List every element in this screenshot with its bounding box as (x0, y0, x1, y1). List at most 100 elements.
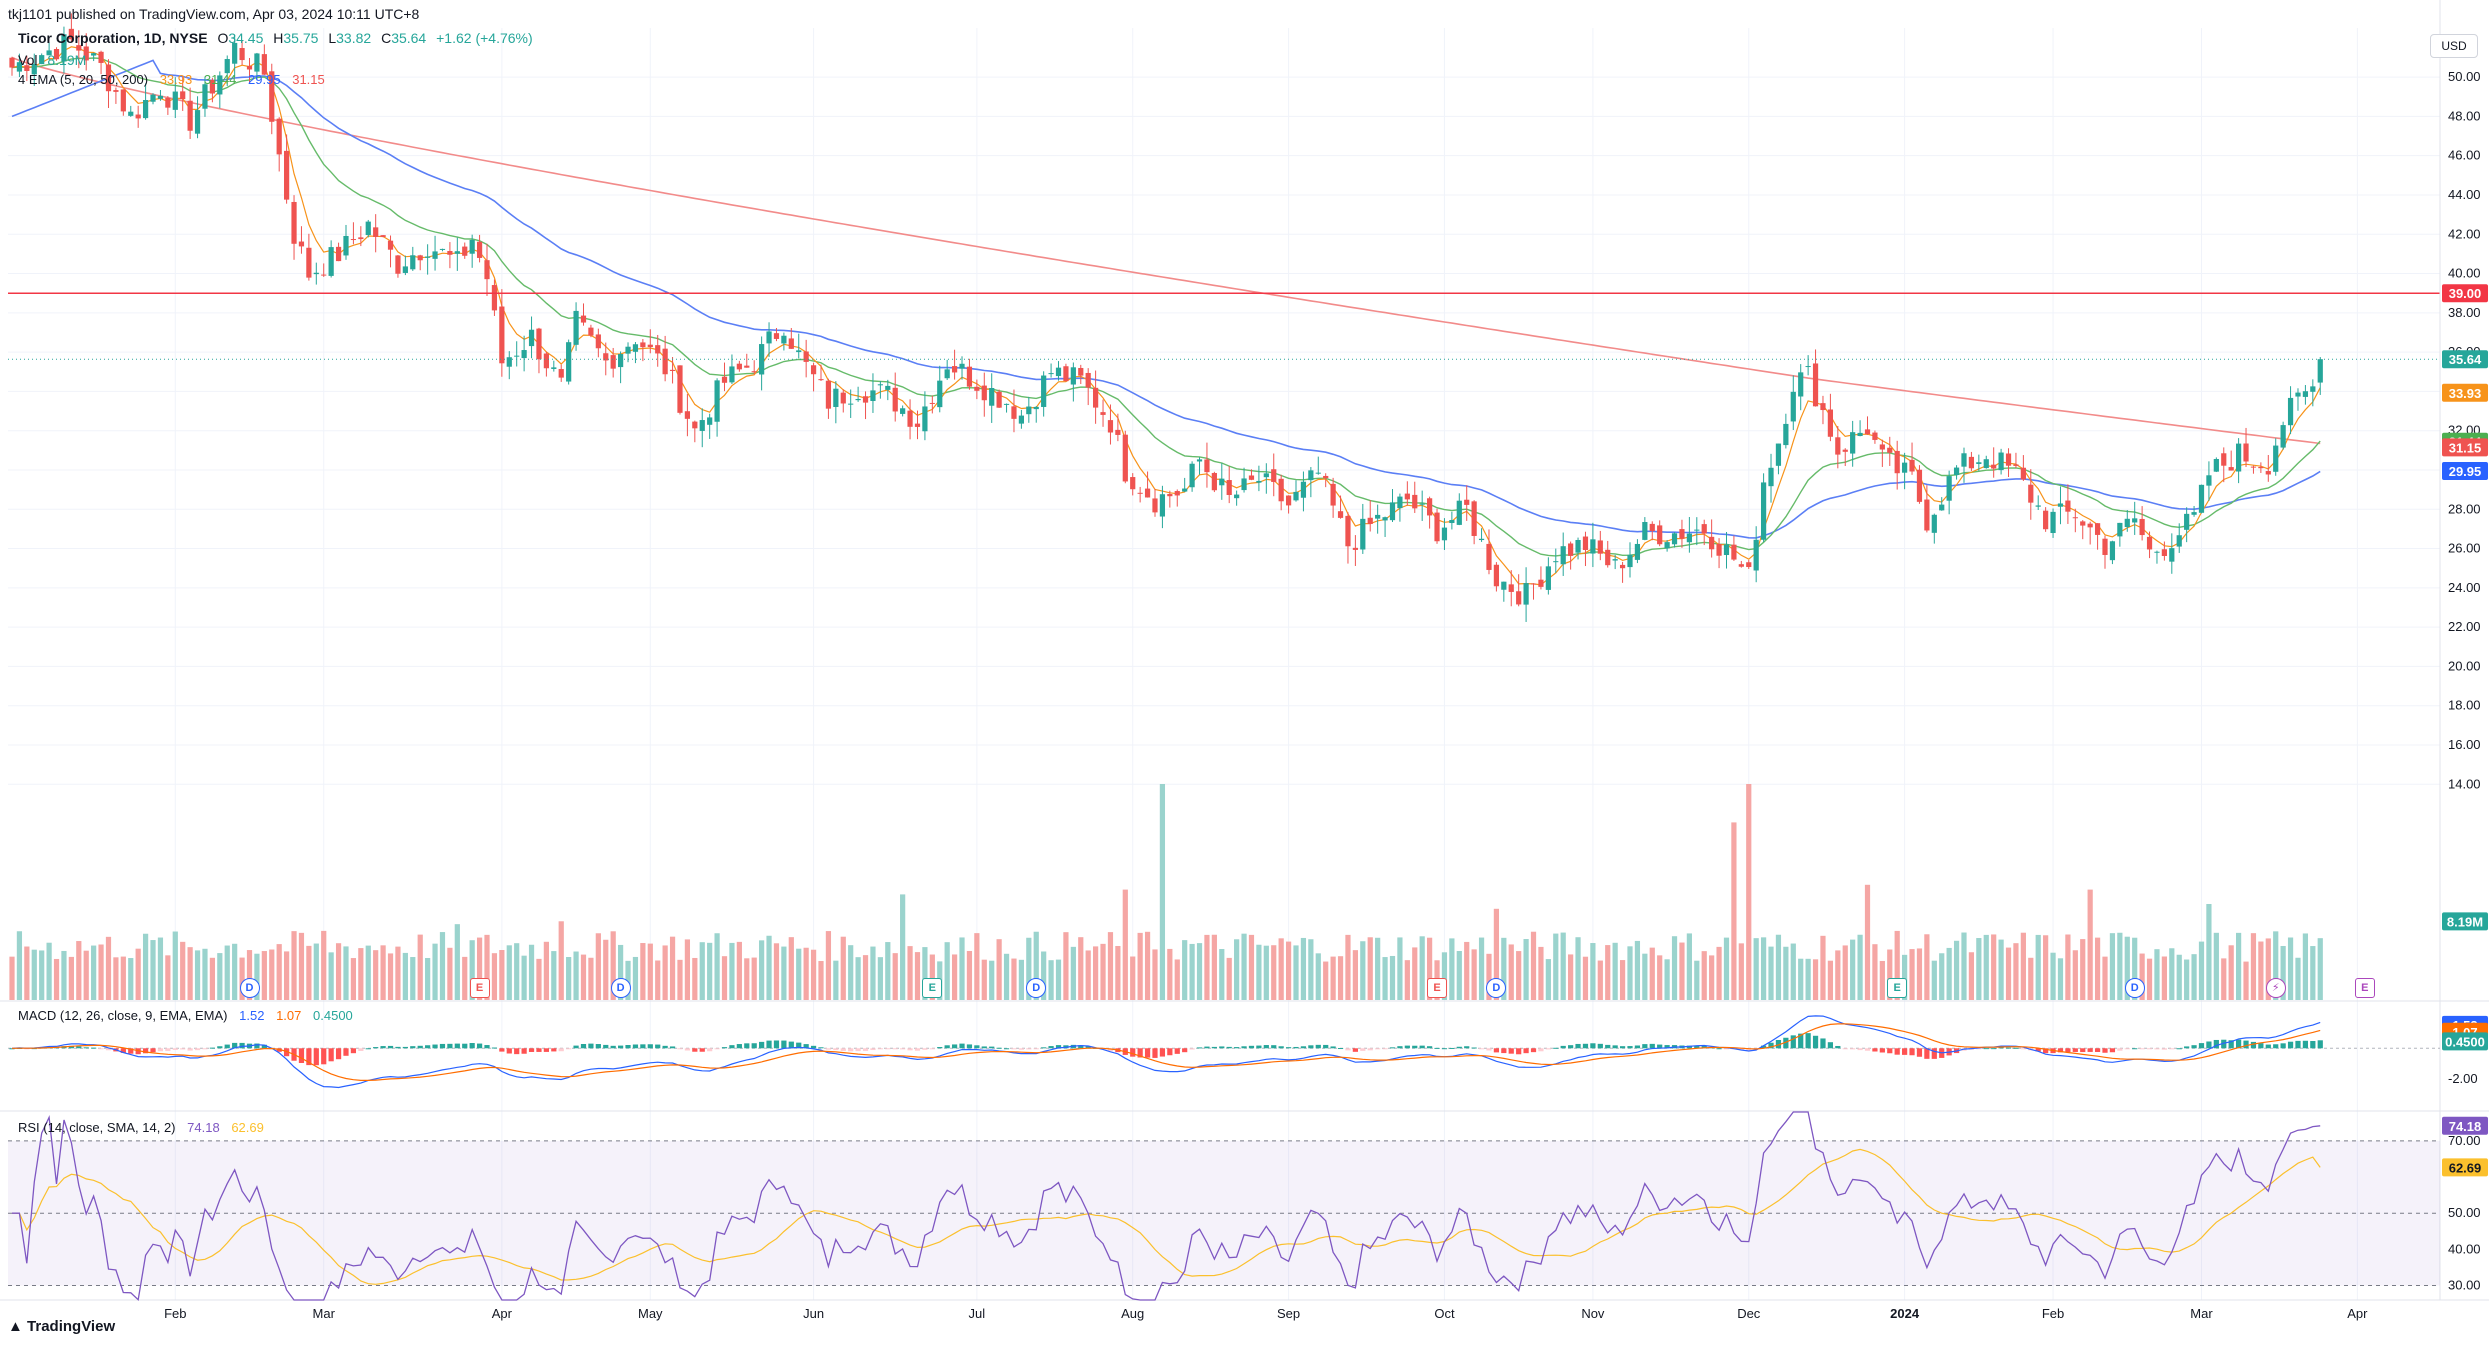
earnings-upcoming-icon[interactable]: E (2354, 978, 2375, 998)
symbol-legend[interactable]: Ticor Corporation, 1D, NYSE O34.45 H35.7… (18, 30, 539, 46)
macd-histogram-bar (284, 1048, 290, 1057)
candle (1226, 466, 1232, 504)
macd-histogram-bar (1701, 1046, 1707, 1049)
earnings-icon[interactable]: E (922, 978, 943, 998)
macd-histogram-bar (1219, 1046, 1225, 1049)
candle (1976, 454, 1982, 471)
macd-histogram-bar (1545, 1048, 1551, 1050)
candle (974, 379, 980, 400)
candle (655, 334, 661, 367)
price-axis[interactable]: 50.0048.0046.0044.0042.0040.0038.0036.00… (2448, 69, 2481, 1292)
candle (142, 83, 149, 120)
macd-histogram-bar (1560, 1045, 1566, 1049)
volume-bar (707, 942, 713, 1000)
volume-bar (1323, 961, 1329, 1000)
volume-bar (2287, 937, 2294, 1000)
macd-histogram-bar (1523, 1048, 1529, 1054)
macd-axis-label: -2.00 (2448, 1071, 2478, 1086)
dividend-icon[interactable]: D (1486, 978, 1507, 998)
candle (1315, 456, 1321, 475)
earnings-icon[interactable]: E (1427, 978, 1448, 998)
volume-bar (1055, 959, 1062, 1000)
macd-histogram-bar (157, 1048, 164, 1052)
volume-bar (425, 957, 431, 1000)
candle (617, 351, 624, 384)
candle (2117, 522, 2123, 547)
dividend-icon[interactable]: D (610, 978, 631, 998)
candlesticks[interactable] (9, 13, 2323, 622)
macd-histogram-bar (2206, 1041, 2212, 1049)
candle (1902, 452, 1908, 490)
candle (1159, 485, 1166, 529)
candle (1426, 496, 1433, 529)
svg-text:33.93: 33.93 (2449, 386, 2482, 401)
macd-histogram-bar (2065, 1048, 2071, 1053)
candle (595, 328, 601, 358)
volume-bar (788, 937, 794, 1000)
volume-bar (202, 948, 208, 1000)
candle (157, 90, 164, 101)
volume-bar (1686, 933, 1692, 1000)
candle (1664, 540, 1670, 552)
macd-histogram-bar (261, 1044, 267, 1049)
volume-bar (135, 948, 141, 1000)
candle (818, 364, 824, 381)
candle (2028, 469, 2034, 520)
split-icon[interactable]: ⚡ (2265, 978, 2286, 998)
volume-bar (848, 945, 854, 1000)
volume-value: 8.19M (47, 52, 87, 68)
rsi-legend[interactable]: RSI (14, close, SMA, 14, 2) 74.18 62.69 (18, 1120, 272, 1135)
macd-histogram-bar (2169, 1048, 2175, 1050)
macd-legend[interactable]: MACD (12, 26, close, 9, EMA, EMA) 1.52 1… (18, 1008, 361, 1023)
candle (781, 332, 787, 351)
macd-histogram-bar (759, 1041, 765, 1049)
volume-bar (321, 930, 327, 1000)
candle (1657, 520, 1663, 547)
volume-bar (1137, 932, 1143, 1000)
dividend-icon[interactable]: D (2124, 978, 2145, 998)
time-axis[interactable]: Feb Mar Apr May Jun Jul Aug Sep Oct Nov Dec 2024 Feb… (164, 1306, 2489, 1321)
candle (2154, 550, 2160, 564)
candle (454, 237, 460, 271)
rsi-pane[interactable] (8, 1111, 2440, 1302)
volume-bar (2154, 949, 2160, 1000)
candle (1746, 559, 1752, 569)
currency-button[interactable]: USD (2430, 34, 2478, 58)
candle (31, 53, 37, 87)
candle (1263, 463, 1269, 494)
macd-histogram-bar (1130, 1048, 1136, 1057)
candle (1330, 477, 1336, 518)
macd-histogram-bar (2243, 1040, 2249, 1049)
ema-legend[interactable]: 4 EMA (5, 20, 50, 200) 33.93 31.44 29.95… (18, 72, 333, 87)
candle (1486, 529, 1492, 575)
macd-histogram-bar (313, 1048, 319, 1066)
earnings-icon[interactable]: E (1887, 978, 1908, 998)
volume-bar (1196, 943, 1203, 1000)
dividend-icon[interactable]: D (1026, 978, 1047, 998)
symbol-name[interactable]: Ticor Corporation, 1D, NYSE (18, 30, 208, 46)
volume-bar (2117, 932, 2123, 1000)
macd-histogram-bar (484, 1045, 490, 1049)
macd-histogram-bar (105, 1048, 112, 1051)
candle (1968, 451, 1975, 471)
price-axis-label: 20.00 (2448, 658, 2481, 673)
candle (239, 40, 245, 66)
volume-legend[interactable]: Vol 8.19M (18, 52, 92, 68)
candle (2228, 450, 2234, 471)
macd-histogram-bar (1642, 1044, 1648, 1049)
macd-histogram-bar (810, 1045, 817, 1049)
volume-bar (736, 941, 742, 1000)
macd-histogram-bar (1167, 1048, 1173, 1056)
earnings-icon[interactable]: E (469, 978, 490, 998)
volume-bar (291, 931, 297, 1000)
volume-label: Vol (18, 52, 38, 68)
macd-histogram-bar (91, 1047, 97, 1049)
candle (1553, 548, 1559, 573)
volume-bar (2317, 938, 2323, 1000)
macd-histogram-bar (1397, 1046, 1403, 1049)
volume-bar (2080, 939, 2086, 1000)
macd-pane[interactable] (8, 1015, 2440, 1089)
macd-histogram-bar (2191, 1045, 2197, 1049)
dividend-icon[interactable]: D (239, 978, 260, 998)
